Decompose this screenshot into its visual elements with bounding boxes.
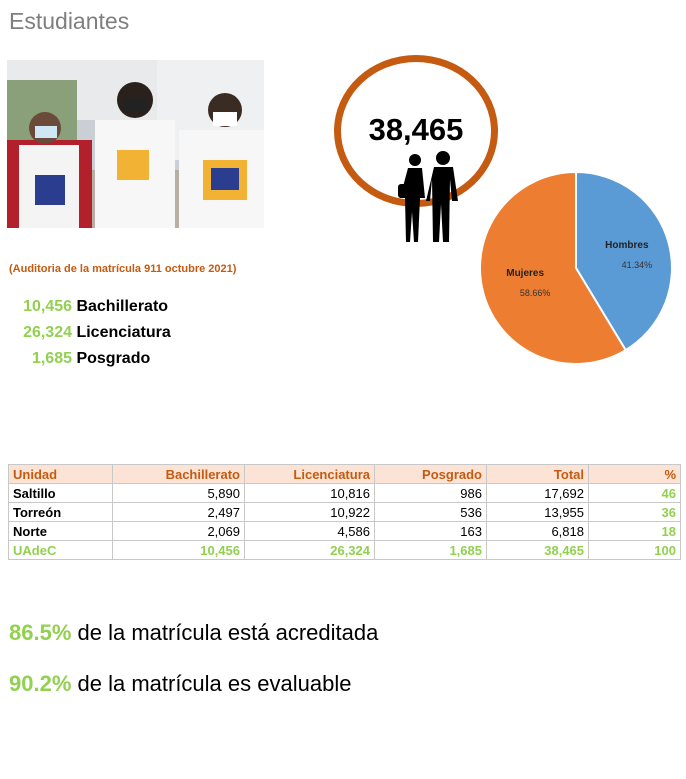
table-cell: Torreón xyxy=(8,502,113,522)
table-cell: Saltillo xyxy=(8,483,113,503)
accreditation-text: de la matrícula está acreditada xyxy=(71,620,379,645)
table-cell: 10,456 xyxy=(112,540,245,560)
table-cell: 38,465 xyxy=(486,540,589,560)
table-cell: 46 xyxy=(588,483,681,503)
table-cell: 5,890 xyxy=(112,483,245,503)
accreditation-pct: 86.5% xyxy=(9,620,72,645)
level-row: 1,685 Posgrado xyxy=(9,350,171,376)
level-label: Posgrado xyxy=(76,350,151,367)
column-header: % xyxy=(588,464,681,484)
table-cell: 36 xyxy=(588,502,681,522)
table-cell: 4,586 xyxy=(244,521,375,541)
column-header: Bachillerato xyxy=(112,464,245,484)
table-row: Norte 2,069 4,586 163 6,818 18 xyxy=(8,521,681,541)
enrollment-table: Unidad Bachillerato Licenciatura Posgrad… xyxy=(8,464,681,560)
table-cell: 13,955 xyxy=(486,502,589,522)
table-cell: 163 xyxy=(374,521,487,541)
students-photo xyxy=(7,60,264,228)
table-cell: UAdeC xyxy=(8,540,113,560)
column-header: Unidad xyxy=(8,464,113,484)
table-cell: 536 xyxy=(374,502,487,522)
column-header: Total xyxy=(486,464,589,484)
table-total-row: UAdeC 10,456 26,324 1,685 38,465 100 xyxy=(8,540,681,560)
table-header-row: Unidad Bachillerato Licenciatura Posgrad… xyxy=(8,464,681,484)
column-header: Licenciatura xyxy=(244,464,375,484)
table-cell: Norte xyxy=(8,521,113,541)
evaluable-text: de la matrícula es evaluable xyxy=(71,671,352,696)
table-cell: 986 xyxy=(374,483,487,503)
audit-note: (Auditoria de la matrícula 911 octubre 2… xyxy=(9,263,237,275)
table-cell: 2,069 xyxy=(112,521,245,541)
level-label: Licenciatura xyxy=(76,324,171,341)
accreditation-line: 86.5% de la matrícula está acreditada xyxy=(9,620,378,646)
pie-label: Hombres xyxy=(605,240,649,251)
column-header: Posgrado xyxy=(374,464,487,484)
evaluable-line: 90.2% de la matrícula es evaluable xyxy=(9,671,351,697)
table-row: Torreón 2,497 10,922 536 13,955 36 xyxy=(8,502,681,522)
level-totals: 10,456 Bachillerato 26,324 Licenciatura … xyxy=(9,298,171,376)
table-cell: 18 xyxy=(588,521,681,541)
table-cell: 10,816 xyxy=(244,483,375,503)
table-cell: 10,922 xyxy=(244,502,375,522)
pie-slice-mujeres xyxy=(479,170,628,365)
page-title: Estudiantes xyxy=(9,8,130,34)
table-row: Saltillo 5,890 10,816 986 17,692 46 xyxy=(8,483,681,503)
people-silhouette-icon xyxy=(398,151,458,242)
pie-slice-hombres xyxy=(575,170,673,352)
table-cell: 6,818 xyxy=(486,521,589,541)
evaluable-pct: 90.2% xyxy=(9,671,72,696)
level-row: 26,324 Licenciatura xyxy=(9,324,171,350)
table-cell: 2,497 xyxy=(112,502,245,522)
level-value: 26,324 xyxy=(23,324,72,341)
table-cell: 17,692 xyxy=(486,483,589,503)
level-value: 1,685 xyxy=(31,350,72,367)
level-label: Bachillerato xyxy=(76,298,169,315)
total-students-value: 38,465 xyxy=(368,112,464,147)
pie-value-label: 58.66% xyxy=(520,288,551,298)
pie-value-label: 41.34% xyxy=(622,260,653,270)
table-cell: 100 xyxy=(588,540,681,560)
table-cell: 26,324 xyxy=(244,540,375,560)
table-cell: 1,685 xyxy=(374,540,487,560)
level-row: 10,456 Bachillerato xyxy=(9,298,171,324)
level-value: 10,456 xyxy=(23,298,72,315)
pie-label: Mujeres xyxy=(506,268,544,279)
gender-pie-chart: Hombres 41.34% Mujeres 58.66% xyxy=(479,170,673,365)
